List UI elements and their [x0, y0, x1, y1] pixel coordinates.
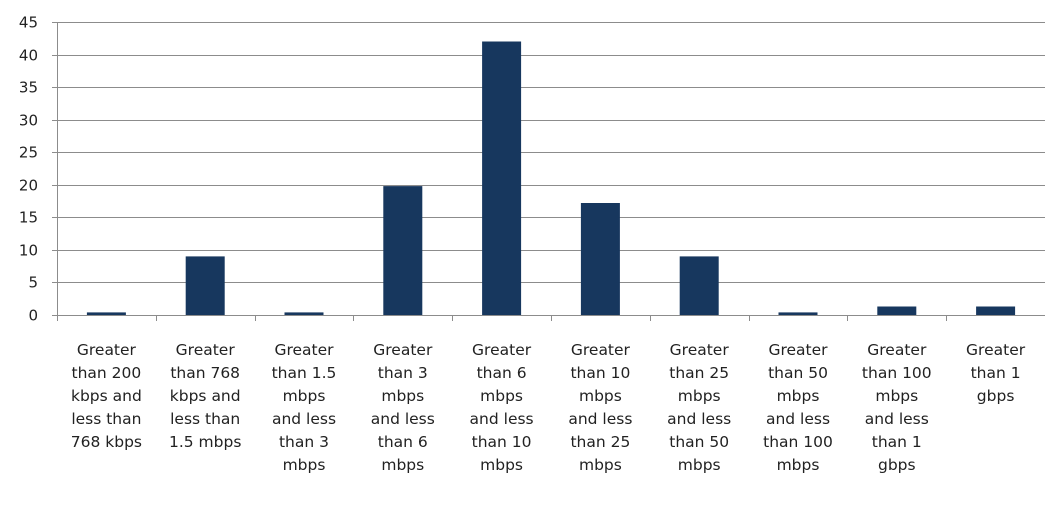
y-tick-label: 5 [28, 274, 38, 292]
category-label-line: than 3 [279, 433, 329, 451]
category-label: Greater than 1 gbps [966, 341, 1026, 405]
category-label-line: mbps [875, 387, 918, 405]
category-label-line: than 6 [378, 433, 428, 451]
category-label-line: than 200 [72, 364, 142, 382]
category-label-line: mbps [777, 456, 820, 474]
bars [86, 41, 1016, 315]
bar [778, 312, 818, 315]
category-label-line: and less [272, 410, 336, 428]
category-label: Greater than 100 mbps and less than 1 gbps [862, 341, 932, 474]
category-label-line: Greater [176, 341, 236, 359]
category-label-line: mbps [381, 387, 424, 405]
category-label-line: mbps [678, 456, 721, 474]
category-label-line: mbps [480, 456, 523, 474]
category-label-line: mbps [579, 387, 622, 405]
y-tick-label: 25 [19, 144, 38, 162]
category-label-line: and less [568, 410, 632, 428]
category-label-line: Greater [77, 341, 137, 359]
category-label: Greater than 1.5 mbps and less than 3 mbps [272, 341, 337, 474]
category-label-line: than 6 [477, 364, 527, 382]
category-label-line: and less [766, 410, 830, 428]
bar [185, 256, 225, 315]
bar [976, 306, 1016, 315]
category-label-line: gbps [878, 456, 916, 474]
category-label-line: Greater [571, 341, 631, 359]
y-axis-ticks: 0 5 10 15 20 25 30 35 40 45 [19, 14, 38, 325]
category-label: Greater than 25 mbps and less than 50 mbps [667, 341, 731, 474]
category-label-line: than 100 [862, 364, 932, 382]
category-label-line: kbps and [71, 387, 142, 405]
bar [877, 306, 917, 315]
y-tick-label: 10 [19, 242, 38, 260]
category-label-line: than 10 [570, 364, 630, 382]
category-label-line: mbps [480, 387, 523, 405]
category-label-line: than 1 [872, 433, 922, 451]
category-label-line: Greater [768, 341, 828, 359]
category-label-line: gbps [977, 387, 1015, 405]
category-label-line: and less [667, 410, 731, 428]
y-tick-label: 15 [19, 209, 38, 227]
category-label-line: 1.5 mbps [169, 433, 241, 451]
category-label: Greater than 6 mbps and less than 10 mbps [470, 341, 534, 474]
category-label-line: than 50 [669, 433, 729, 451]
category-label: Greater than 50 mbps and less than 100 mbps [763, 341, 833, 474]
category-label: Greater than 3 mbps and less than 6 mbps [371, 341, 435, 474]
bar [383, 186, 423, 315]
category-label-line: Greater [274, 341, 334, 359]
category-label-line: and less [371, 410, 435, 428]
category-label-line: kbps and [170, 387, 241, 405]
category-label-line: than 1 [971, 364, 1021, 382]
category-label-line: 768 kbps [71, 433, 142, 451]
y-tick-label: 35 [19, 79, 38, 97]
y-tick-label: 45 [19, 14, 38, 32]
category-label: Greater than 10 mbps and less than 25 mbps [568, 341, 632, 474]
y-tick-label: 40 [19, 47, 38, 65]
category-label-line: less than [170, 410, 240, 428]
category-label-line: than 25 [570, 433, 630, 451]
category-label-line: than 3 [378, 364, 428, 382]
y-tick-label: 20 [19, 177, 38, 195]
category-label: Greater than 200 kbps and less than 768 kbps [71, 341, 142, 451]
category-label-line: Greater [670, 341, 730, 359]
category-label: Greater than 768 kbps and less than 1.5 mbps [169, 341, 241, 451]
category-labels: Greater than 200 kbps and less than 768 kbps… [71, 341, 1026, 474]
category-label-line: less than [71, 410, 141, 428]
category-label-line: than 1.5 [272, 364, 337, 382]
category-label-line: than 50 [768, 364, 828, 382]
y-tick-label: 0 [28, 307, 38, 325]
category-label-line: Greater [472, 341, 532, 359]
bar [86, 312, 126, 315]
bar [284, 312, 324, 315]
y-tick-label: 30 [19, 112, 38, 130]
category-label-line: Greater [867, 341, 927, 359]
category-label-line: than 10 [472, 433, 532, 451]
category-label-line: than 25 [669, 364, 729, 382]
category-label-line: and less [865, 410, 929, 428]
bar [580, 203, 620, 315]
category-label-line: and less [470, 410, 534, 428]
category-label-line: mbps [777, 387, 820, 405]
category-label-line: than 768 [170, 364, 240, 382]
x-axis [52, 22, 1045, 321]
category-label-line: Greater [373, 341, 433, 359]
category-label-line: mbps [283, 387, 326, 405]
category-label-line: Greater [966, 341, 1026, 359]
category-label-line: mbps [678, 387, 721, 405]
category-label-line: mbps [283, 456, 326, 474]
category-label-line: than 100 [763, 433, 833, 451]
gridlines [57, 22, 1045, 283]
bar [482, 41, 522, 315]
category-label-line: mbps [381, 456, 424, 474]
bar [679, 256, 719, 315]
category-label-line: mbps [579, 456, 622, 474]
